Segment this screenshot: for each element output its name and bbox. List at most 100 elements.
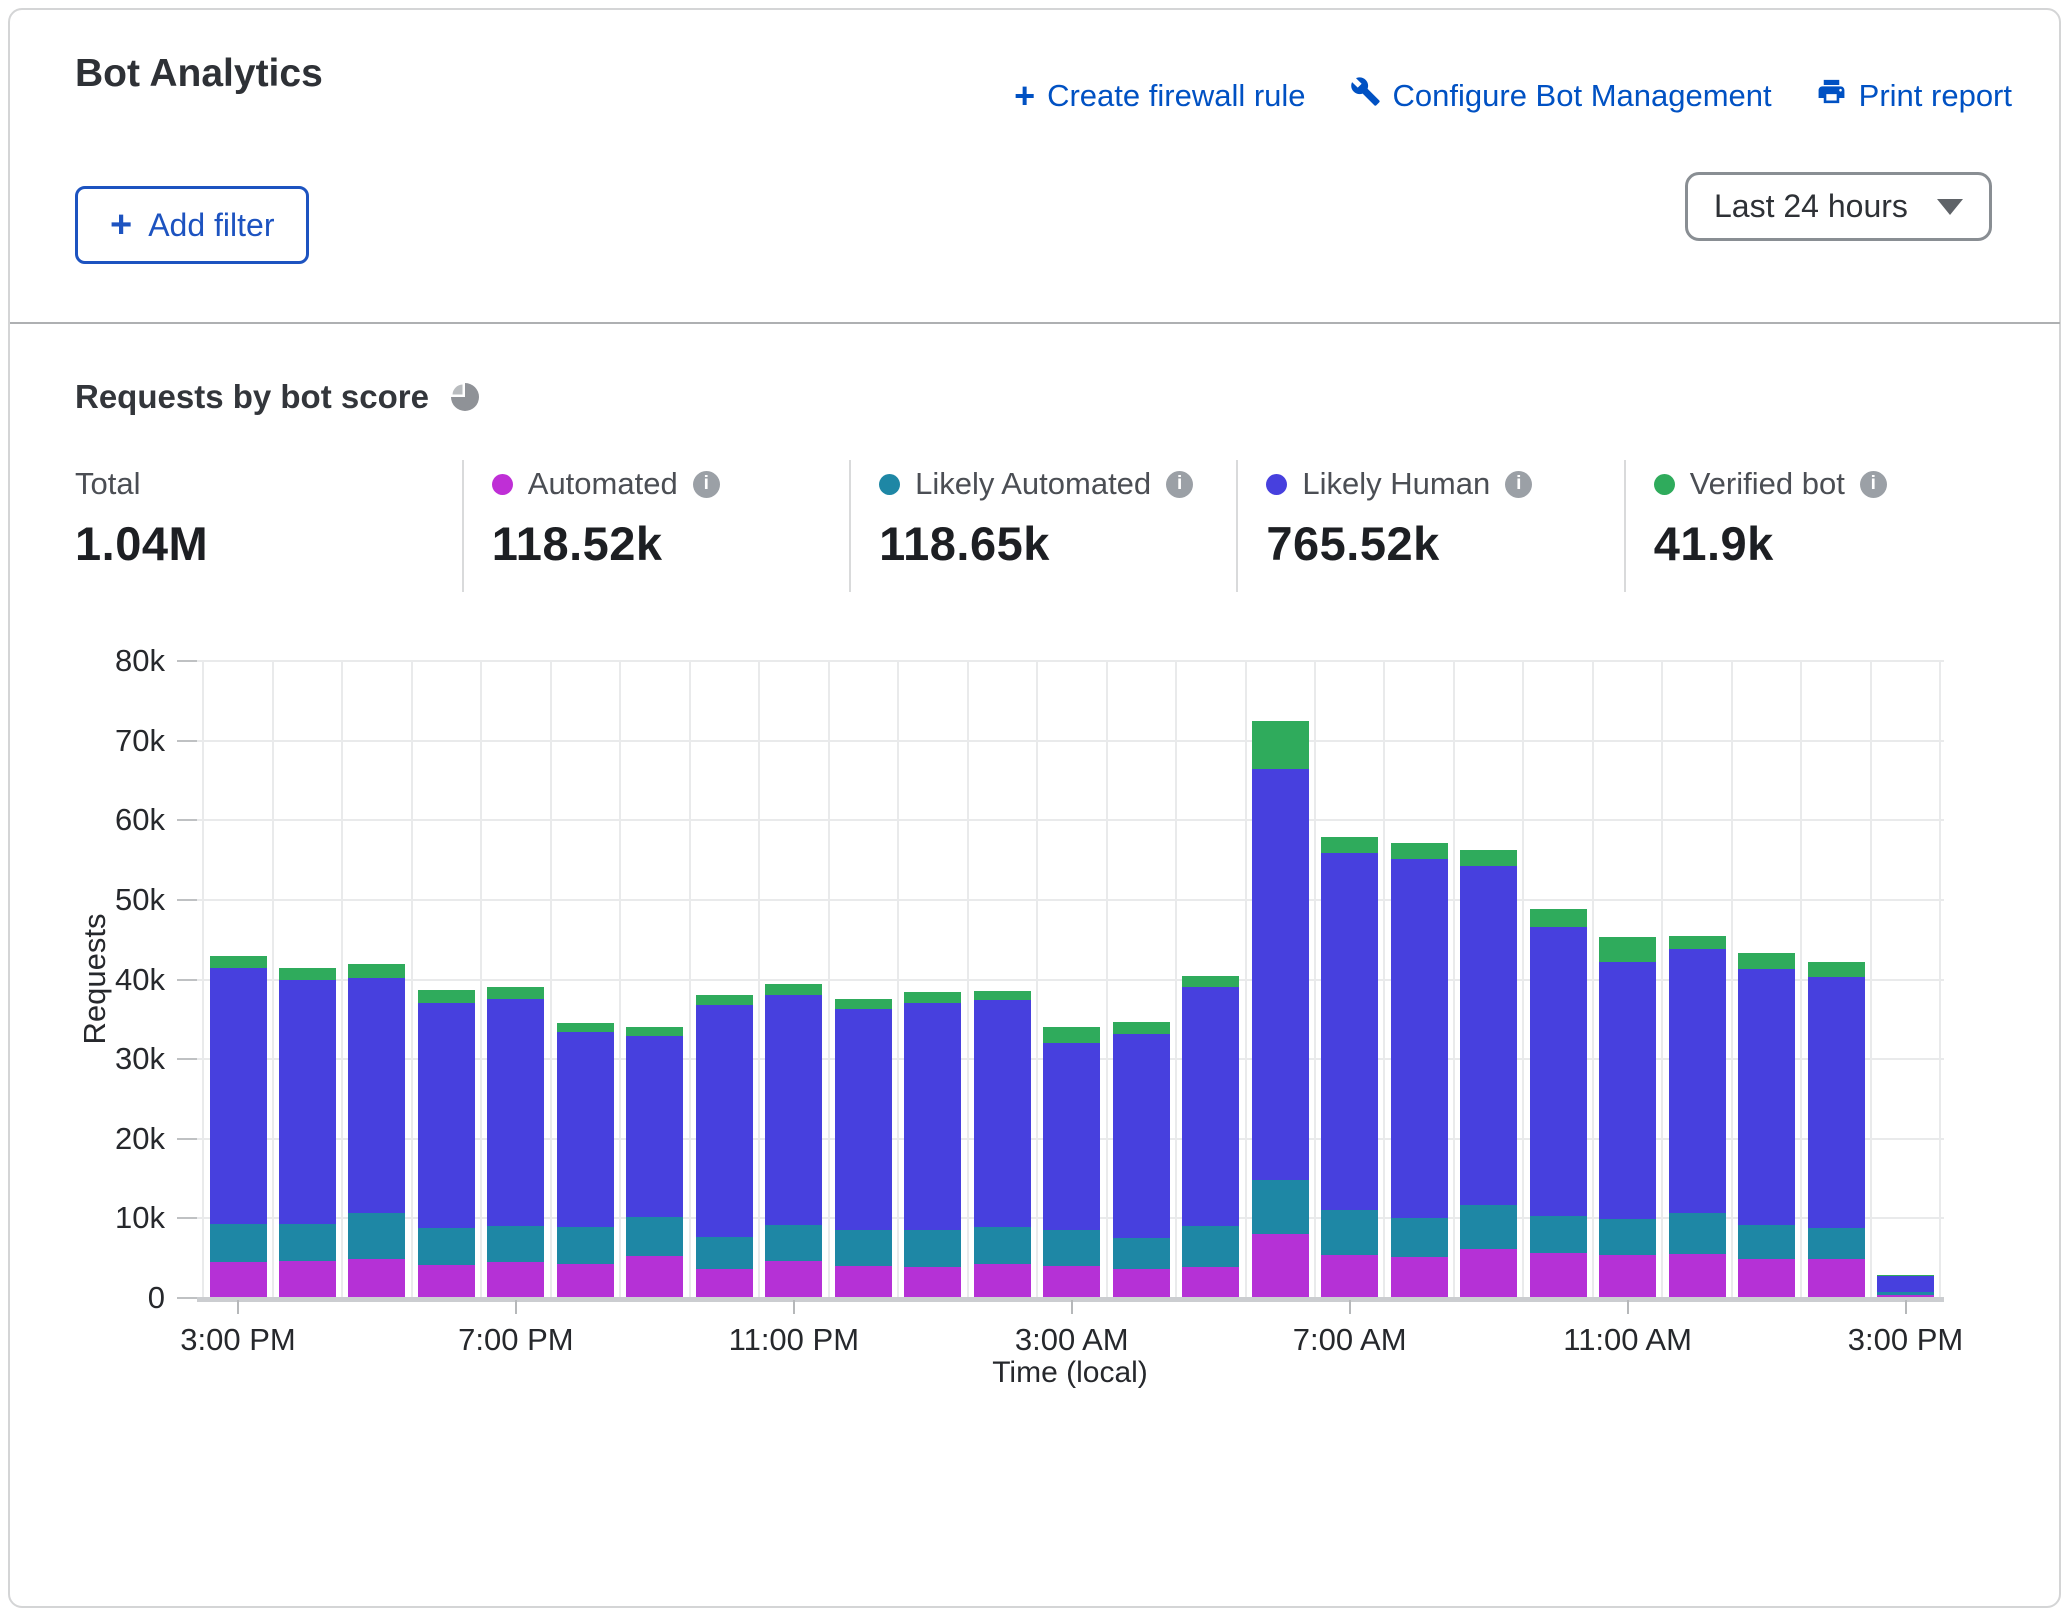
bar-9-00-pm[interactable]	[626, 1027, 683, 1298]
bar-segment-automated[interactable]	[696, 1269, 753, 1298]
bar-10-00-am[interactable]	[1530, 909, 1587, 1298]
bar-segment-automated[interactable]	[835, 1266, 892, 1298]
bar-segment-likely-automated[interactable]	[835, 1230, 892, 1267]
bar-4-00-am[interactable]	[1113, 1022, 1170, 1298]
bar-segment-verified-bot[interactable]	[904, 992, 961, 1002]
bar-segment-verified-bot[interactable]	[418, 990, 475, 1003]
bar-segment-verified-bot[interactable]	[487, 987, 544, 999]
bar-segment-likely-human[interactable]	[1808, 977, 1865, 1228]
bar-segment-likely-automated[interactable]	[1669, 1213, 1726, 1254]
bar-3-00-am[interactable]	[1043, 1027, 1100, 1298]
bar-segment-likely-automated[interactable]	[1738, 1225, 1795, 1259]
bar-segment-automated[interactable]	[1738, 1259, 1795, 1298]
bar-segment-likely-automated[interactable]	[1182, 1226, 1239, 1267]
bar-7-00-am[interactable]	[1321, 837, 1378, 1298]
configure-bot-management-link[interactable]: Configure Bot Management	[1350, 76, 1772, 115]
info-icon[interactable]: i	[1860, 471, 1887, 498]
bar-segment-verified-bot[interactable]	[1738, 953, 1795, 969]
bar-segment-automated[interactable]	[210, 1262, 267, 1298]
bar-segment-likely-automated[interactable]	[1530, 1216, 1587, 1253]
bar-segment-likely-human[interactable]	[1182, 987, 1239, 1226]
bar-segment-automated[interactable]	[1669, 1254, 1726, 1298]
bar-segment-verified-bot[interactable]	[1321, 837, 1378, 853]
bar-segment-likely-human[interactable]	[348, 978, 405, 1213]
bar-segment-likely-automated[interactable]	[1599, 1219, 1656, 1255]
bar-segment-verified-bot[interactable]	[1530, 909, 1587, 927]
bar-segment-likely-human[interactable]	[1460, 866, 1517, 1205]
bar-segment-likely-automated[interactable]	[1113, 1238, 1170, 1269]
bar-segment-likely-automated[interactable]	[418, 1228, 475, 1265]
bar-segment-likely-human[interactable]	[487, 999, 544, 1225]
bar-2-00-am[interactable]	[974, 991, 1031, 1298]
bar-7-00-pm[interactable]	[487, 987, 544, 1298]
bar-segment-automated[interactable]	[1391, 1257, 1448, 1298]
bar-segment-likely-human[interactable]	[904, 1003, 961, 1231]
bar-segment-automated[interactable]	[1043, 1266, 1100, 1298]
bar-segment-likely-human[interactable]	[835, 1009, 892, 1230]
bar-segment-automated[interactable]	[1808, 1259, 1865, 1298]
bar-12-00-am[interactable]	[835, 999, 892, 1298]
bar-3-00-pm[interactable]	[210, 956, 267, 1298]
bar-segment-verified-bot[interactable]	[1460, 850, 1517, 866]
bar-segment-likely-automated[interactable]	[487, 1226, 544, 1263]
bar-5-00-am[interactable]	[1182, 976, 1239, 1298]
bar-1-00-pm[interactable]	[1738, 953, 1795, 1298]
add-filter-button[interactable]: + Add filter	[75, 186, 309, 264]
bar-8-00-pm[interactable]	[557, 1023, 614, 1298]
bar-segment-verified-bot[interactable]	[835, 999, 892, 1009]
bar-4-00-pm[interactable]	[279, 968, 336, 1298]
bar-segment-likely-automated[interactable]	[557, 1227, 614, 1264]
bar-segment-verified-bot[interactable]	[348, 964, 405, 978]
bar-segment-likely-human[interactable]	[1669, 949, 1726, 1213]
bar-segment-verified-bot[interactable]	[210, 956, 267, 967]
bar-10-00-pm[interactable]	[696, 995, 753, 1298]
create-firewall-rule-link[interactable]: + Create firewall rule	[1014, 78, 1305, 114]
bar-segment-automated[interactable]	[487, 1262, 544, 1298]
bar-segment-likely-human[interactable]	[1530, 927, 1587, 1216]
bar-segment-verified-bot[interactable]	[696, 995, 753, 1005]
bar-segment-automated[interactable]	[626, 1256, 683, 1298]
bar-segment-likely-automated[interactable]	[1808, 1228, 1865, 1259]
bar-segment-likely-human[interactable]	[696, 1005, 753, 1237]
bar-segment-verified-bot[interactable]	[626, 1027, 683, 1036]
bar-segment-automated[interactable]	[348, 1259, 405, 1298]
bar-segment-automated[interactable]	[765, 1261, 822, 1298]
bar-segment-verified-bot[interactable]	[1252, 721, 1309, 769]
bar-segment-likely-human[interactable]	[1252, 769, 1309, 1181]
bar-segment-automated[interactable]	[418, 1265, 475, 1298]
bar-segment-automated[interactable]	[1252, 1234, 1309, 1298]
bar-segment-verified-bot[interactable]	[1113, 1022, 1170, 1034]
bar-2-00-pm[interactable]	[1808, 962, 1865, 1298]
bar-segment-verified-bot[interactable]	[974, 991, 1031, 1000]
bar-segment-likely-human[interactable]	[210, 968, 267, 1224]
bar-segment-automated[interactable]	[1321, 1255, 1378, 1298]
bar-12-00-pm[interactable]	[1669, 936, 1726, 1298]
bar-6-00-pm[interactable]	[418, 990, 475, 1298]
bar-segment-automated[interactable]	[1530, 1253, 1587, 1298]
info-icon[interactable]: i	[693, 471, 720, 498]
bar-segment-automated[interactable]	[1182, 1267, 1239, 1298]
bar-segment-verified-bot[interactable]	[1599, 937, 1656, 962]
print-report-link[interactable]: Print report	[1816, 76, 2012, 115]
bar-segment-automated[interactable]	[1599, 1255, 1656, 1298]
time-range-select[interactable]: Last 24 hours	[1685, 172, 1992, 241]
info-icon[interactable]: i	[1166, 471, 1193, 498]
bar-11-00-am[interactable]	[1599, 937, 1656, 1298]
bar-segment-automated[interactable]	[1460, 1249, 1517, 1298]
bar-11-00-pm[interactable]	[765, 984, 822, 1298]
bar-segment-verified-bot[interactable]	[1808, 962, 1865, 977]
bar-segment-verified-bot[interactable]	[1043, 1027, 1100, 1043]
bar-5-00-pm[interactable]	[348, 964, 405, 1298]
bar-segment-likely-human[interactable]	[279, 980, 336, 1224]
bar-segment-likely-automated[interactable]	[1460, 1205, 1517, 1249]
bar-9-00-am[interactable]	[1460, 850, 1517, 1298]
bar-segment-likely-automated[interactable]	[765, 1225, 822, 1261]
bar-3-00-pm[interactable]	[1877, 1275, 1934, 1298]
bar-segment-verified-bot[interactable]	[557, 1023, 614, 1033]
bar-segment-likely-human[interactable]	[1599, 962, 1656, 1219]
bar-segment-likely-human[interactable]	[557, 1032, 614, 1227]
bar-segment-likely-automated[interactable]	[904, 1230, 961, 1267]
bar-segment-likely-human[interactable]	[1391, 859, 1448, 1219]
bar-segment-likely-automated[interactable]	[626, 1217, 683, 1256]
bar-6-00-am[interactable]	[1252, 721, 1309, 1298]
